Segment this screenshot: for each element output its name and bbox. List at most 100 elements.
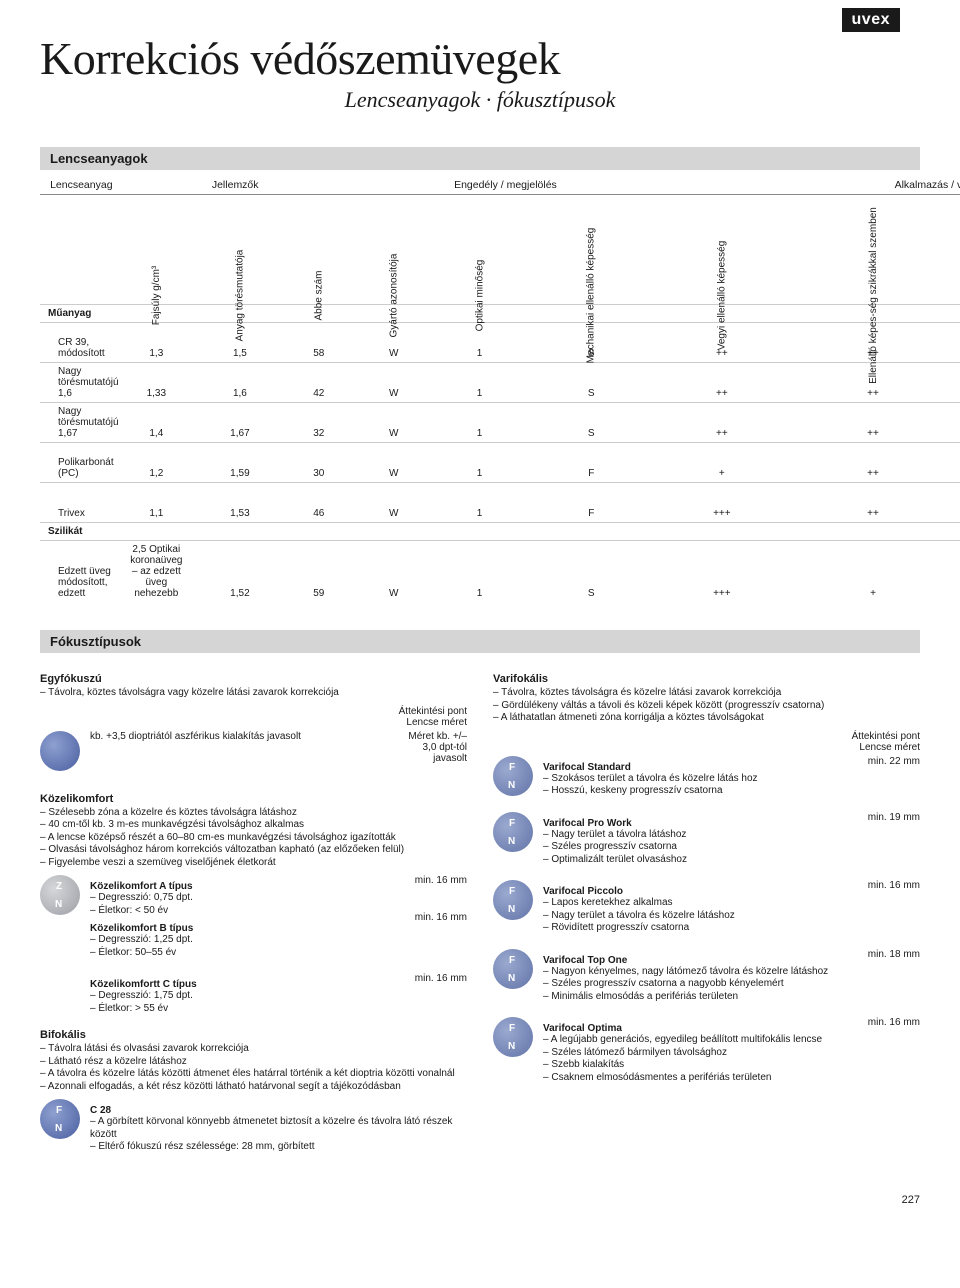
- th-group-2: Engedély / megjelölés: [348, 176, 663, 195]
- vf-block-vpw: FNVarifocal Pro WorkNagy terület a távol…: [493, 812, 920, 873]
- rot-0: Fajsúly g/cm³: [151, 266, 162, 325]
- koz-b-list: Degresszió: 1,25 dpt.Életkor: 50–55 év: [90, 934, 385, 959]
- list-item: A láthatatlan átmeneti zóna korrigálja a…: [493, 712, 920, 725]
- page-title: Korrekciós védőszemüvegek: [40, 32, 920, 85]
- vf-title: Varifokális: [493, 673, 920, 685]
- koz-lens-icon: ZN: [40, 875, 80, 915]
- table-group-row: Szilikát: [40, 523, 960, 541]
- table-row: Polikarbonát (PC)1,21,5930W1F++++++++Tar…: [40, 443, 960, 483]
- list-item: Széles látómező bármilyen távolsághoz: [543, 1047, 838, 1060]
- list-item: 40 cm-től kb. 3 m-es munkavégzési távols…: [40, 819, 467, 832]
- list-item: A legújabb generációs, egyedileg beállít…: [543, 1034, 838, 1047]
- list-item: Távolra látási és olvasási zavarok korre…: [40, 1043, 467, 1056]
- koz-a-list: Degresszió: 0,75 dpt.Életkor: < 50 év: [90, 892, 385, 917]
- lens-materials-table: Lencseanyag Jellemzők Engedély / megjelö…: [40, 176, 960, 602]
- list-item: Minimális elmosódás a perifériás terület…: [543, 991, 838, 1004]
- list-item: Degresszió: 0,75 dpt.: [90, 892, 385, 905]
- page-subtitle: Lencseanyagok · fókusztípusok: [40, 87, 920, 113]
- list-item: Szebb kialakítás: [543, 1059, 838, 1072]
- bif-lens-icon: FN: [40, 1099, 80, 1139]
- list-item: Távolra, köztes távolságra vagy közelre …: [40, 687, 467, 700]
- table-group-header-row: Lencseanyag Jellemzők Engedély / megjelö…: [40, 176, 960, 195]
- th-group-0: Lencseanyag: [40, 176, 123, 195]
- brand-badge: uvex: [842, 8, 900, 32]
- list-item: Szélesebb zóna a közelre és köztes távol…: [40, 807, 467, 820]
- koz-c-size: min. 16 mm: [395, 973, 467, 984]
- vf-lens-icon: FN: [493, 756, 533, 796]
- vf-sub-list: Szokásos terület a távolra és közelre lá…: [543, 773, 838, 798]
- section-focus-types-wrap: Fókusztípusok Egyfókuszú Távolra, köztes…: [40, 630, 920, 1168]
- th-group-3: Alkalmazás / védelmi érték: [663, 176, 960, 195]
- vf-sub-list: A legújabb generációs, egyedileg beállít…: [543, 1034, 838, 1084]
- list-item: A távolra és közelre látás közötti átmen…: [40, 1068, 467, 1081]
- vf-lens-icon: FN: [493, 812, 533, 852]
- vf-size: min. 22 mm: [848, 756, 920, 767]
- rot-5: Mechanikai ellenálló képesség: [586, 228, 597, 364]
- list-item: Nagyon kényelmes, nagy látómező távolra …: [543, 966, 838, 979]
- left-column: Egyfókuszú Távolra, köztes távolságra va…: [40, 673, 467, 1168]
- vf-sub-list: Nagyon kényelmes, nagy látómező távolra …: [543, 966, 838, 1004]
- egy-size: Méret kb. +/– 3,0 dpt-tól javasolt: [395, 731, 467, 764]
- vf-sub-title: Varifocal Optima: [543, 1023, 838, 1034]
- list-item: Életkor: > 55 év: [90, 1003, 385, 1016]
- list-item: Életkor: < 50 év: [90, 905, 385, 918]
- section-lens-materials: Lencseanyagok: [40, 147, 920, 170]
- koz-ic-l1: Z: [56, 881, 62, 892]
- right-column: Varifokális Távolra, köztes távolságra é…: [493, 673, 920, 1168]
- koz-a-title: Közelikomfort A típus: [90, 881, 385, 892]
- rot-3: Gyártó azonosítója: [388, 254, 399, 338]
- egy-title: Egyfókuszú: [40, 673, 467, 685]
- th-group-1: Jellemzők: [123, 176, 348, 195]
- vf-size: min. 19 mm: [848, 812, 920, 823]
- mh-l2: Lencse méret: [406, 717, 467, 728]
- vf-list: Távolra, köztes távolságra és közelre lá…: [493, 687, 920, 725]
- bif-list: Távolra látási és olvasási zavarok korre…: [40, 1043, 467, 1093]
- vf-size: min. 18 mm: [848, 949, 920, 960]
- list-item: Nagy terület a távolra látáshoz: [543, 829, 838, 842]
- egy-note: kb. +3,5 dioptriától aszférikus kialakít…: [90, 731, 385, 742]
- list-item: Azonnali elfogadás, a két rész közötti l…: [40, 1081, 467, 1094]
- vf-sub-list: Lapos keretekhez alkalmasNagy terület a …: [543, 897, 838, 935]
- list-item: Széles progresszív csatorna a nagyobb ké…: [543, 978, 838, 991]
- rot-4: Optikai minőség: [474, 260, 485, 332]
- vf-block-vpic: FNVarifocal PiccoloLapos keretekhez alka…: [493, 880, 920, 941]
- mh-l1: Áttekintési pont: [399, 706, 467, 717]
- koz-c-list: Degresszió: 1,75 dpt.Életkor: > 55 év: [90, 990, 385, 1015]
- rot-1: Anyag törésmutatója: [234, 250, 245, 342]
- mh-r2: Lencse méret: [859, 742, 920, 753]
- rot-2: Abbe szám: [313, 270, 324, 320]
- c28-title: C 28: [90, 1105, 467, 1116]
- list-item: Eltérő fókuszú rész szélessége: 28 mm, g…: [90, 1141, 467, 1154]
- section-focus-types: Fókusztípusok: [40, 630, 920, 653]
- list-item: Optimalizált terület olvasáshoz: [543, 854, 838, 867]
- list-item: Olvasási távolsághoz három korrekciós vá…: [40, 844, 467, 857]
- list-item: Hosszú, keskeny progresszív csatorna: [543, 785, 838, 798]
- list-item: A görbített körvonal könnyebb átmenetet …: [90, 1116, 467, 1141]
- vf-block-vs: FNVarifocal StandardSzokásos terület a t…: [493, 756, 920, 804]
- list-item: Degresszió: 1,75 dpt.: [90, 990, 385, 1003]
- list-item: Csaknem elmosódásmentes a perifériás ter…: [543, 1072, 838, 1085]
- vf-lens-icon: FN: [493, 1017, 533, 1057]
- list-item: Figyelembe veszi a szemüveg viselőjének …: [40, 857, 467, 870]
- koz-b-title: Közelikomfort B típus: [90, 923, 385, 934]
- table-row: Trivex1,11,5346W1F++++++++++Tartalmazza …: [40, 483, 960, 523]
- list-item: Széles progresszív csatorna: [543, 841, 838, 854]
- list-item: Életkor: 50–55 év: [90, 947, 385, 960]
- koz-ic-l2: N: [55, 899, 62, 910]
- list-item: A lencse középső részét a 60–80 cm-es mu…: [40, 832, 467, 845]
- vf-block-vto: FNVarifocal Top OneNagyon kényelmes, nag…: [493, 949, 920, 1010]
- koz-b-size: min. 16 mm: [395, 912, 467, 923]
- bif-title: Bifokális: [40, 1029, 467, 1041]
- koz-c-title: Közelikomfortt C típus: [90, 979, 385, 990]
- list-item: Rövidített progresszív csatorna: [543, 922, 838, 935]
- list-item: Gördülékeny váltás a távoli és közeli ké…: [493, 700, 920, 713]
- table-row: Edzett üveg módosított, edzett2,5 Optika…: [40, 541, 960, 603]
- table-row: Nagy törésmutatójú 1,671,41,6732W1S+++++…: [40, 403, 960, 443]
- rot-7: Ellenálló képes-ség szikrákkal szemben: [867, 207, 878, 384]
- vf-sub-title: Varifocal Top One: [543, 955, 838, 966]
- koz-list: Szélesebb zóna a közelre és köztes távol…: [40, 807, 467, 870]
- koz-title: Közelikomfort: [40, 793, 467, 805]
- c28-list: A görbített körvonal könnyebb átmenetet …: [90, 1116, 467, 1154]
- table-group-row: Műanyag: [40, 305, 960, 323]
- list-item: Látható rész a közelre látáshoz: [40, 1056, 467, 1069]
